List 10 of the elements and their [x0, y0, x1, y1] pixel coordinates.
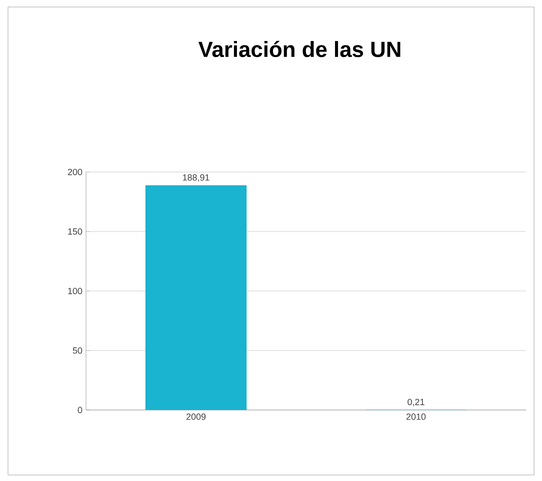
x-tick-label: 2009 [186, 414, 206, 420]
y-tick-label: 100 [68, 288, 82, 294]
data-label: 0,21 [408, 398, 424, 406]
data-label: 188,91 [182, 174, 210, 182]
y-tick-label: 200 [68, 168, 82, 176]
x-tick-label: 2010 [406, 414, 426, 420]
chart-title: Variación de las UN [198, 40, 400, 58]
y-tick-label: 150 [68, 228, 82, 235]
y-tick-label: 50 [72, 347, 82, 354]
y-tick-label: 0 [78, 406, 82, 414]
